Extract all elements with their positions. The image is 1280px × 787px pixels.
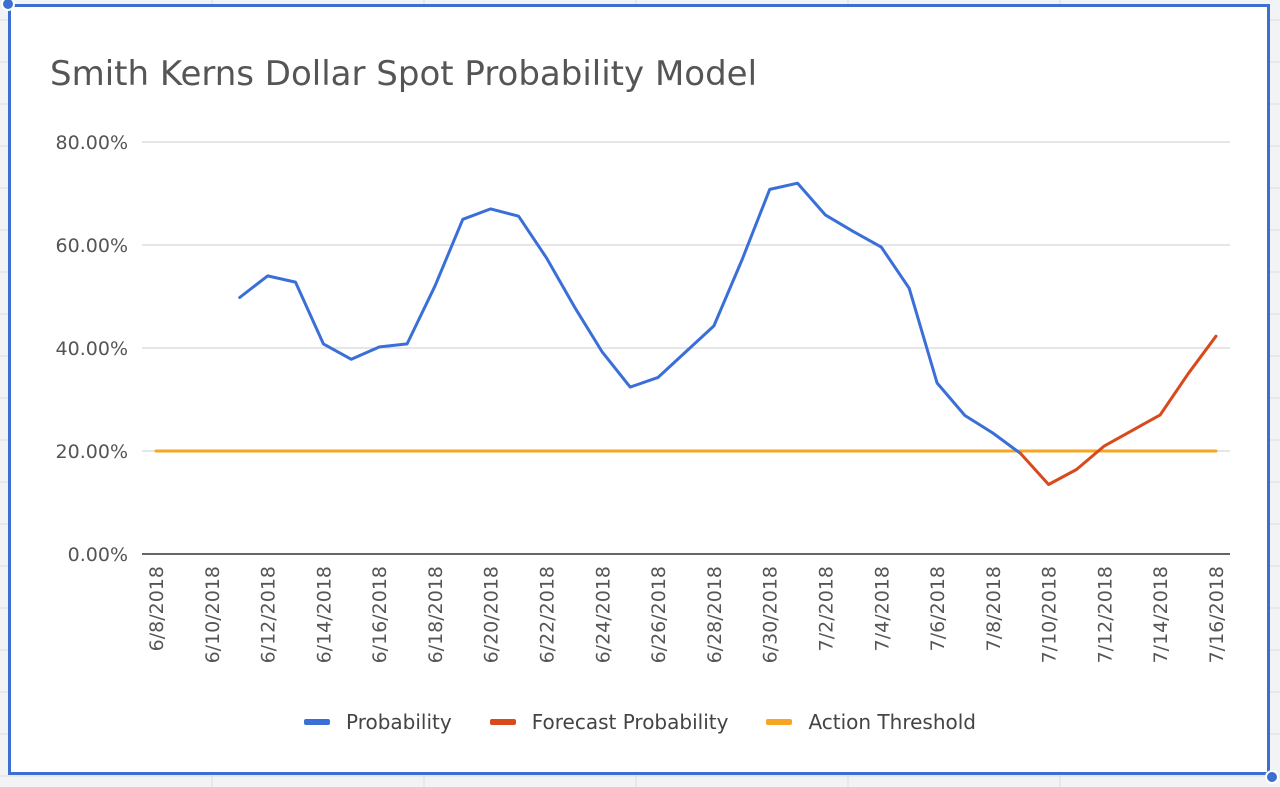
x-tick-label: 6/18/2018 <box>425 566 447 663</box>
x-tick-label: 7/10/2018 <box>1039 566 1061 663</box>
legend-item-probability[interactable]: Probability <box>303 710 452 734</box>
x-tick-label: 6/24/2018 <box>592 566 614 663</box>
chart-frame[interactable] <box>8 4 1270 775</box>
legend-swatch-action-threshold <box>766 719 793 725</box>
legend-label-forecast-probability: Forecast Probability <box>531 710 729 734</box>
legend-label-probability: Probability <box>345 710 452 734</box>
x-tick-label: 6/12/2018 <box>258 566 280 663</box>
y-tick-label: 40.00% <box>56 338 128 360</box>
series-line-probability <box>238 181 1023 456</box>
x-tick-label: 6/28/2018 <box>704 566 726 663</box>
selection-handle-top-left[interactable] <box>1 0 15 11</box>
x-tick-label: 6/10/2018 <box>202 566 224 663</box>
x-tick-label: 6/20/2018 <box>481 566 503 663</box>
legend-label-action-threshold: Action Threshold <box>808 710 976 734</box>
legend-swatch-forecast-probability <box>489 719 516 725</box>
legend-item-forecast-probability[interactable]: Forecast Probability <box>489 710 729 734</box>
y-tick-label: 20.00% <box>56 441 128 463</box>
x-tick-label: 6/30/2018 <box>760 566 782 663</box>
y-tick-label: 0.00% <box>68 544 128 566</box>
chart-legend: Probability Forecast Probability Action … <box>0 710 1280 734</box>
selection-handle-bottom-right[interactable] <box>1265 770 1279 784</box>
y-tick-label: 80.00% <box>56 132 128 154</box>
x-tick-label: 7/14/2018 <box>1150 566 1172 663</box>
x-tick-label: 7/6/2018 <box>927 566 949 651</box>
x-tick-label: 6/14/2018 <box>313 566 335 663</box>
series-line-forecast-probability <box>1019 334 1218 486</box>
x-tick-label: 7/2/2018 <box>815 566 837 651</box>
x-tick-label: 6/22/2018 <box>537 566 559 663</box>
chart-title: Smith Kerns Dollar Spot Probability Mode… <box>50 54 758 94</box>
x-tick-label: 7/12/2018 <box>1094 566 1116 663</box>
x-tick-label: 6/26/2018 <box>648 566 670 663</box>
legend-item-action-threshold[interactable]: Action Threshold <box>766 710 976 734</box>
y-tick-label: 60.00% <box>56 235 128 257</box>
x-tick-label: 7/4/2018 <box>871 566 893 651</box>
x-tick-label: 6/8/2018 <box>146 566 168 651</box>
legend-swatch-probability <box>303 719 330 725</box>
x-tick-label: 7/8/2018 <box>983 566 1005 651</box>
x-tick-label: 7/16/2018 <box>1206 566 1228 663</box>
x-tick-label: 6/16/2018 <box>369 566 391 663</box>
